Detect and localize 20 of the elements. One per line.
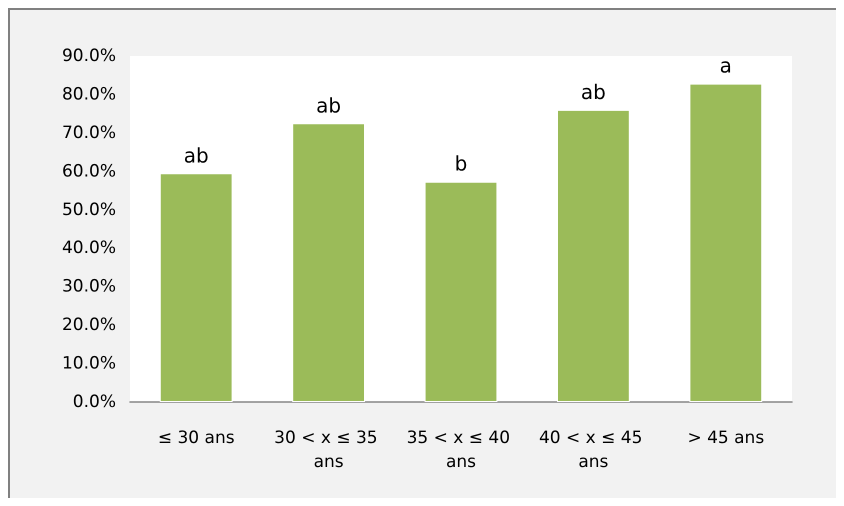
- data-label: ab: [184, 143, 209, 168]
- y-tick-label: 0.0%: [72, 392, 116, 412]
- x-tick-label: ≤ 30 ans: [158, 428, 235, 448]
- y-tick-label: 50.0%: [62, 200, 116, 220]
- y-tick-label: 70.0%: [62, 122, 116, 143]
- data-label: ab: [316, 93, 342, 118]
- x-tick-label: 30 < x ≤ 35 ans: [274, 428, 384, 472]
- data-label: a: [720, 54, 732, 78]
- y-tick-label: 40.0%: [62, 238, 116, 258]
- y-tick-label: 60.0%: [62, 161, 116, 182]
- y-tick-label: 80.0%: [62, 84, 116, 104]
- y-tick-label: 90.0%: [62, 46, 116, 66]
- data-label: b: [454, 152, 468, 176]
- y-tick-label: 10.0%: [62, 354, 116, 374]
- x-tick-label: 35 < x ≤ 40 ans: [406, 428, 516, 472]
- data-label: ab: [580, 80, 606, 104]
- x-tick-label: 40 < x ≤ 45 ans: [538, 428, 648, 472]
- y-tick-label: 30.0%: [62, 276, 116, 297]
- x-tick-label: > 45 ans: [687, 428, 764, 448]
- y-tick-label: 20.0%: [62, 315, 116, 336]
